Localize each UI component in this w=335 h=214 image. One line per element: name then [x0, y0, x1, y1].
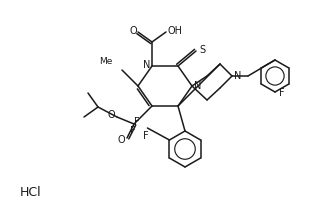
Text: F: F	[143, 131, 148, 141]
Text: O: O	[129, 26, 137, 36]
Text: F: F	[134, 117, 139, 127]
Text: OH: OH	[168, 26, 183, 36]
Text: S: S	[199, 45, 205, 55]
Text: F: F	[130, 126, 135, 136]
Text: Me: Me	[99, 57, 113, 66]
Text: N: N	[143, 60, 151, 70]
Text: N: N	[234, 71, 242, 81]
Text: O: O	[117, 135, 125, 145]
Text: O: O	[107, 110, 115, 120]
Text: N: N	[194, 81, 202, 91]
Text: F: F	[279, 88, 285, 98]
Text: HCl: HCl	[20, 186, 42, 199]
